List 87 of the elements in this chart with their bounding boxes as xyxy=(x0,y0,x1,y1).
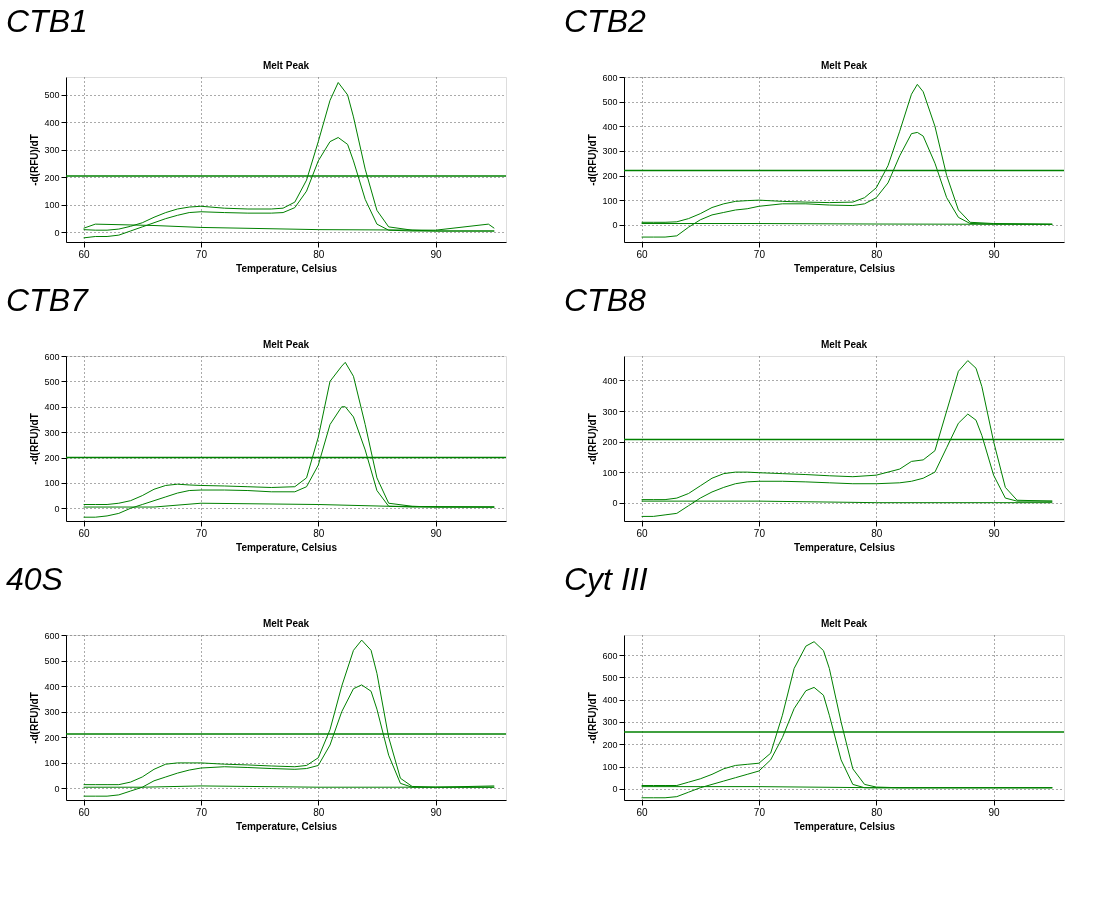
x-tick-label: 70 xyxy=(195,248,208,260)
y-tick-label: 0 xyxy=(612,784,618,795)
y-tick-label: 500 xyxy=(44,90,60,101)
x-tick-label: 80 xyxy=(313,248,325,260)
chart-title: CTB1 xyxy=(6,3,88,39)
y-tick-label: 600 xyxy=(44,630,60,641)
y-tick-label: 300 xyxy=(44,427,60,438)
y-tick-label: 600 xyxy=(44,351,60,362)
y-tick-label: 300 xyxy=(44,145,60,156)
y-tick-label: 0 xyxy=(612,220,618,231)
y-tick-label: 500 xyxy=(44,376,60,387)
y-tick-label: 400 xyxy=(44,117,60,128)
chart-title: CTB2 xyxy=(564,3,646,39)
y-tick-label: 200 xyxy=(602,739,618,750)
x-tick-label: 90 xyxy=(988,527,1001,539)
y-axis-title: -d(RFU)/dT xyxy=(587,134,599,186)
chart-subtitle: Melt Peak xyxy=(262,339,310,350)
y-tick-label: 300 xyxy=(44,707,60,718)
y-axis-title: -d(RFU)/dT xyxy=(29,134,41,186)
x-tick-label: 70 xyxy=(195,527,208,539)
x-tick-label: 60 xyxy=(78,527,91,539)
x-tick-label: 60 xyxy=(636,806,649,818)
x-tick-label: 60 xyxy=(636,248,649,260)
y-tick-label: 600 xyxy=(602,72,618,83)
y-tick-label: 600 xyxy=(602,650,618,661)
y-tick-label: 0 xyxy=(54,503,60,514)
chart-subtitle: Melt Peak xyxy=(262,60,310,71)
x-tick-label: 70 xyxy=(753,527,766,539)
y-tick-label: 400 xyxy=(602,121,618,132)
y-tick-label: 400 xyxy=(44,402,60,413)
x-axis-title: Temperature, Celsius xyxy=(236,262,338,274)
chart-title: CTB7 xyxy=(6,282,89,318)
x-tick-label: 60 xyxy=(78,248,91,260)
x-tick-label: 90 xyxy=(430,527,443,539)
y-tick-label: 0 xyxy=(54,783,60,794)
x-tick-label: 70 xyxy=(195,806,208,818)
x-axis-title: Temperature, Celsius xyxy=(794,541,896,553)
y-tick-label: 500 xyxy=(44,656,60,667)
y-tick-label: 100 xyxy=(44,200,60,211)
x-tick-label: 80 xyxy=(871,806,883,818)
chart-subtitle: Melt Peak xyxy=(820,60,868,71)
y-tick-label: 100 xyxy=(44,478,60,489)
x-tick-label: 70 xyxy=(753,806,766,818)
x-tick-label: 60 xyxy=(78,806,91,818)
y-tick-label: 300 xyxy=(602,406,618,417)
x-tick-label: 90 xyxy=(430,806,443,818)
x-axis-title: Temperature, Celsius xyxy=(236,541,338,553)
y-axis-title: -d(RFU)/dT xyxy=(29,413,41,465)
y-tick-label: 200 xyxy=(44,732,60,743)
y-tick-label: 500 xyxy=(602,672,618,683)
y-axis-title: -d(RFU)/dT xyxy=(587,692,599,744)
chart-title: Cyt III xyxy=(564,561,648,597)
x-tick-label: 80 xyxy=(871,527,883,539)
chart-subtitle: Melt Peak xyxy=(262,618,310,629)
chart-title: CTB8 xyxy=(564,282,646,318)
x-tick-label: 70 xyxy=(753,248,766,260)
x-axis-title: Temperature, Celsius xyxy=(794,820,896,832)
y-tick-label: 300 xyxy=(602,146,618,157)
y-tick-label: 500 xyxy=(602,97,618,108)
x-tick-label: 80 xyxy=(313,806,325,818)
y-tick-label: 200 xyxy=(602,171,618,182)
y-tick-label: 100 xyxy=(602,195,618,206)
chart-subtitle: Melt Peak xyxy=(820,339,868,350)
x-tick-label: 80 xyxy=(313,527,325,539)
x-axis-title: Temperature, Celsius xyxy=(236,820,338,832)
y-tick-label: 100 xyxy=(602,762,618,773)
y-tick-label: 200 xyxy=(44,453,60,464)
x-tick-label: 90 xyxy=(430,248,443,260)
y-tick-label: 0 xyxy=(612,498,618,509)
y-tick-label: 100 xyxy=(44,758,60,769)
x-tick-label: 90 xyxy=(988,806,1001,818)
x-axis-title: Temperature, Celsius xyxy=(794,262,896,274)
x-tick-label: 60 xyxy=(636,527,649,539)
y-tick-label: 300 xyxy=(602,717,618,728)
chart-title: 40S xyxy=(6,561,63,597)
y-tick-label: 0 xyxy=(54,227,60,238)
y-tick-label: 200 xyxy=(44,172,60,183)
y-tick-label: 400 xyxy=(602,375,618,386)
y-tick-label: 400 xyxy=(602,695,618,706)
y-axis-title: -d(RFU)/dT xyxy=(587,413,599,465)
x-tick-label: 80 xyxy=(871,248,883,260)
x-tick-label: 90 xyxy=(988,248,1001,260)
y-tick-label: 400 xyxy=(44,681,60,692)
y-tick-label: 200 xyxy=(602,437,618,448)
chart-subtitle: Melt Peak xyxy=(820,618,868,629)
y-axis-title: -d(RFU)/dT xyxy=(29,692,41,744)
y-tick-label: 100 xyxy=(602,467,618,478)
